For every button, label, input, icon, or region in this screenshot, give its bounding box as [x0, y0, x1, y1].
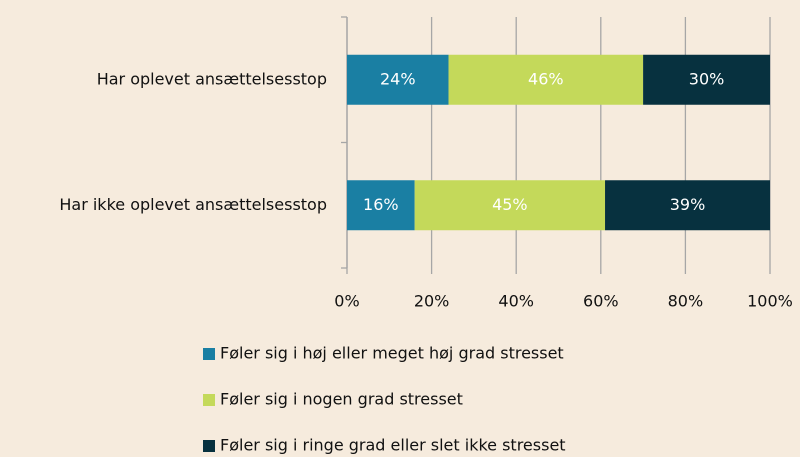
data-label: 45% [492, 195, 528, 214]
bar-segment [643, 54, 770, 105]
legend-label: Føler sig i høj eller meget høj grad str… [220, 344, 564, 363]
data-label: 24% [380, 69, 416, 88]
legend-swatch [203, 440, 215, 452]
data-label: 39% [670, 195, 706, 214]
legend-label: Føler sig i ringe grad eller slet ikke s… [220, 436, 566, 455]
x-tick-label: 0% [334, 292, 359, 311]
x-tick-label: 80% [668, 292, 704, 311]
x-tick-label: 60% [583, 292, 619, 311]
y-tick-label: Har ikke oplevet ansættelsesstop [59, 195, 327, 214]
x-tick-label: 20% [414, 292, 450, 311]
y-tick-label: Har oplevet ansættelsesstop [97, 69, 327, 88]
data-label: 30% [689, 69, 725, 88]
bar-segment [605, 180, 770, 231]
bar-segment [347, 180, 415, 231]
legend-swatch [203, 348, 215, 360]
data-label: 46% [528, 69, 564, 88]
data-label: 16% [363, 195, 399, 214]
bar-segment [448, 54, 644, 105]
x-tick-label: 100% [747, 292, 793, 311]
bar-segment [347, 54, 449, 105]
legend-label: Føler sig i nogen grad stresset [220, 390, 463, 409]
x-tick-label: 40% [498, 292, 534, 311]
bar-segment [414, 180, 606, 231]
legend-swatch [203, 394, 215, 406]
